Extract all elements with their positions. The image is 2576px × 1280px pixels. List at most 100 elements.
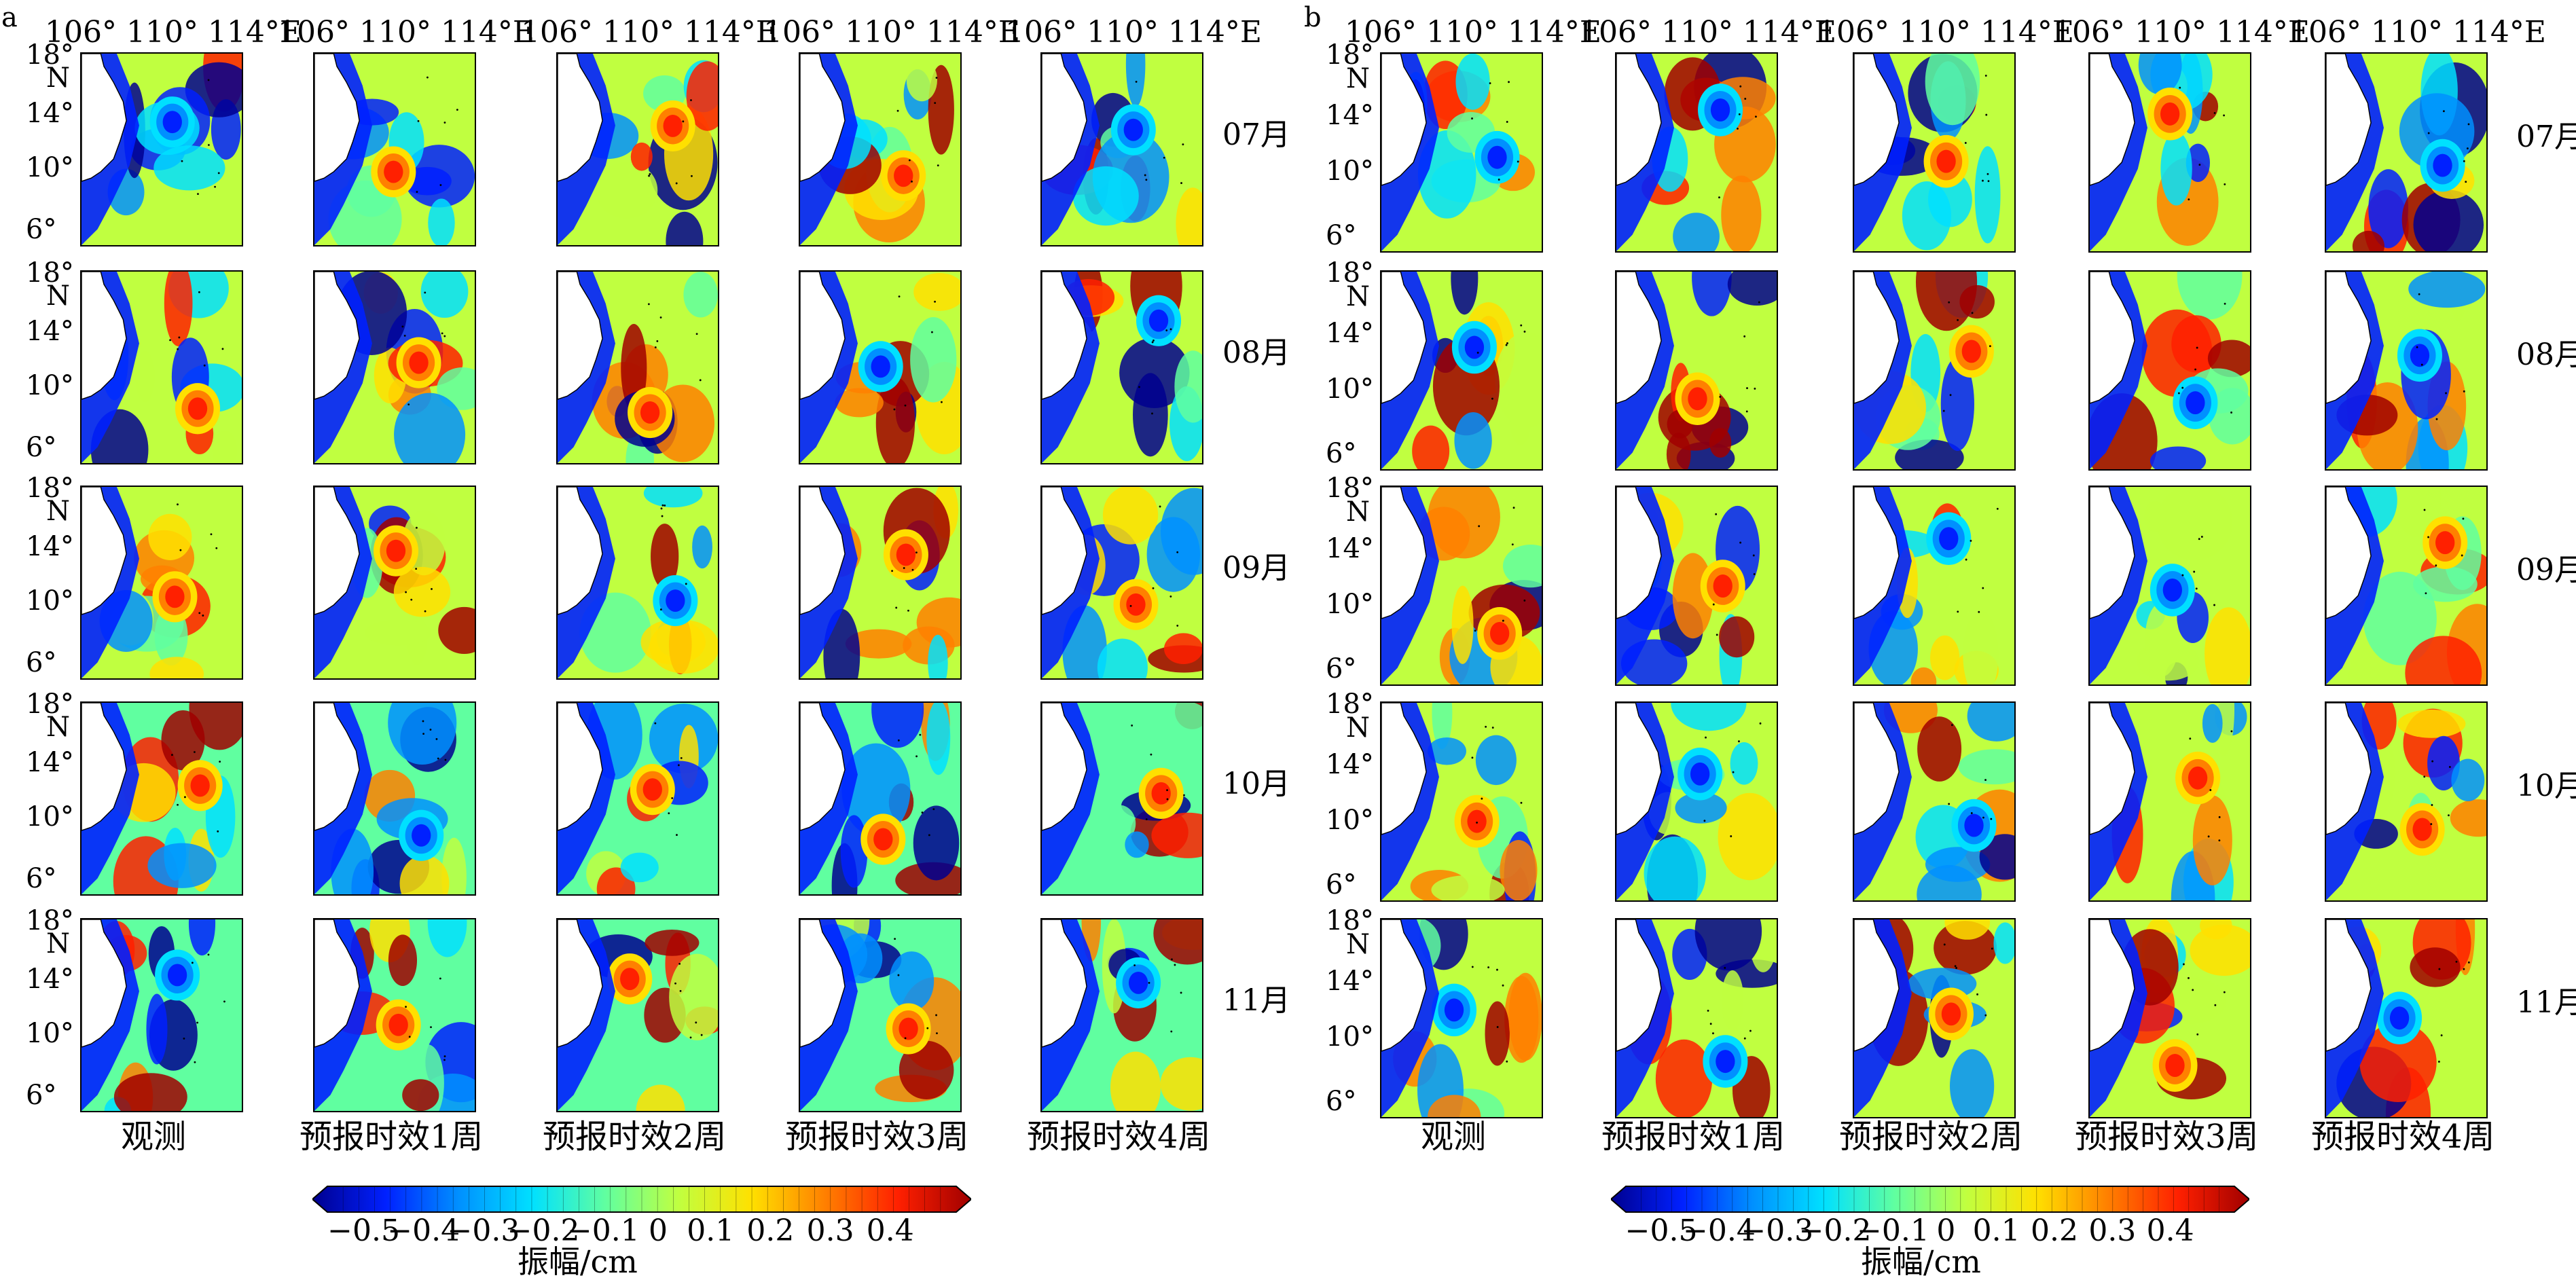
column-caption: 观测 — [1421, 1118, 1487, 1156]
map-panel — [1853, 918, 2016, 1118]
land — [1616, 487, 1662, 619]
map-panel — [2088, 918, 2251, 1118]
eddy-ring — [2185, 391, 2205, 415]
month-label: 10月 — [2516, 769, 2576, 804]
island-dot — [1990, 818, 1993, 820]
map-svg — [1042, 919, 1202, 1111]
island-dot — [2179, 86, 2181, 89]
map-panel — [799, 918, 962, 1112]
field-blob — [669, 953, 718, 1041]
field-blob — [1902, 181, 1952, 251]
island-dot — [1496, 968, 1498, 971]
colorbar-tick-label: 0 — [1936, 1213, 1956, 1248]
field-blob — [1125, 831, 1149, 858]
longitude-header: 106° 110° 114°E — [1005, 15, 1263, 50]
eddy-ring — [1939, 527, 1959, 551]
island-dot — [1984, 74, 1987, 77]
field-blob — [2190, 924, 2250, 976]
island-dot — [903, 567, 905, 569]
field-blob — [394, 392, 466, 463]
field-blob — [1110, 1051, 1161, 1111]
latitude-label: 18° — [1326, 473, 1374, 504]
island-dot — [2438, 968, 2441, 970]
island-dot — [1174, 964, 1176, 966]
land — [1042, 487, 1087, 615]
island-dot — [1491, 397, 1493, 400]
field-blob — [666, 211, 704, 245]
island-dot — [1171, 958, 1173, 961]
island-dot — [456, 109, 458, 111]
map-svg — [1616, 703, 1777, 900]
island-dot — [1984, 779, 1987, 782]
eddy-ring — [1126, 593, 1146, 616]
island-dot — [1485, 725, 1487, 728]
island-dot — [191, 962, 194, 964]
island-dot — [1180, 182, 1182, 184]
land — [314, 919, 360, 1048]
island-dot — [941, 401, 943, 403]
map-svg — [81, 272, 242, 463]
island-dot — [1758, 301, 1760, 304]
island-dot — [2427, 132, 2430, 134]
island-dot — [1949, 394, 1952, 397]
island-dot — [700, 1034, 703, 1036]
island-dot — [1754, 387, 1756, 390]
island-dot — [675, 182, 678, 185]
island-dot — [2209, 789, 2212, 791]
map-svg — [800, 919, 960, 1111]
field-blob — [2145, 602, 2179, 677]
colorbar-tick-label: 0.1 — [687, 1213, 735, 1248]
island-dot — [904, 1037, 907, 1040]
island-dot — [1987, 172, 1989, 175]
field-blob — [630, 142, 653, 171]
island-dot — [1707, 1009, 1709, 1012]
island-dot — [1165, 329, 1168, 331]
island-dot — [415, 526, 418, 529]
field-blob — [2413, 189, 2484, 251]
longitude-header: 106° 110° 114°E — [763, 15, 1021, 50]
field-blob — [620, 852, 659, 883]
island-dot — [1942, 409, 1945, 412]
longitude-header: 106° 110° 114°E — [2053, 15, 2310, 50]
field-blob — [1174, 350, 1202, 423]
latitude-label: 14° — [1326, 748, 1374, 780]
land — [1042, 703, 1087, 831]
island-dot — [898, 295, 901, 298]
latitude-label: 10° — [26, 585, 74, 617]
island-dot — [1520, 324, 1523, 327]
island-dot — [895, 606, 898, 609]
eddy-ring — [1151, 782, 1171, 805]
island-dot — [1712, 603, 1715, 606]
map-svg — [1381, 272, 1542, 469]
island-dot — [407, 403, 410, 406]
latitude-label: 14° — [26, 746, 74, 778]
eddy-ring — [1123, 118, 1143, 141]
colorbar-tick-label: −0.5 — [1625, 1213, 1698, 1248]
field-blob — [1153, 919, 1202, 965]
latitude-label: 6° — [26, 863, 57, 895]
island-dot — [1517, 160, 1519, 163]
map-panel — [1380, 486, 1543, 686]
island-dot — [685, 583, 687, 585]
latitude-label: 18° — [26, 689, 74, 720]
island-dot — [430, 1026, 432, 1029]
island-dot — [937, 164, 939, 167]
island-dot — [1523, 330, 1526, 333]
island-dot — [1520, 801, 1523, 804]
field-blob — [2207, 340, 2250, 378]
island-dot — [1505, 344, 1508, 346]
field-blob — [875, 377, 915, 463]
latitude-label: 18° — [1326, 39, 1374, 71]
field-blob — [1709, 428, 1732, 458]
island-dot — [177, 503, 179, 506]
colorbar-tick-label: −0.2 — [507, 1213, 580, 1248]
latitude-label: 14° — [26, 530, 74, 562]
island-dot — [2183, 963, 2185, 966]
island-dot — [2230, 730, 2233, 733]
field-blob — [2450, 799, 2486, 837]
island-dot — [1991, 947, 1993, 950]
island-dot — [2195, 587, 2198, 590]
map-panel — [1853, 701, 2016, 902]
map-panel — [2325, 270, 2488, 471]
island-dot — [1982, 179, 1984, 182]
